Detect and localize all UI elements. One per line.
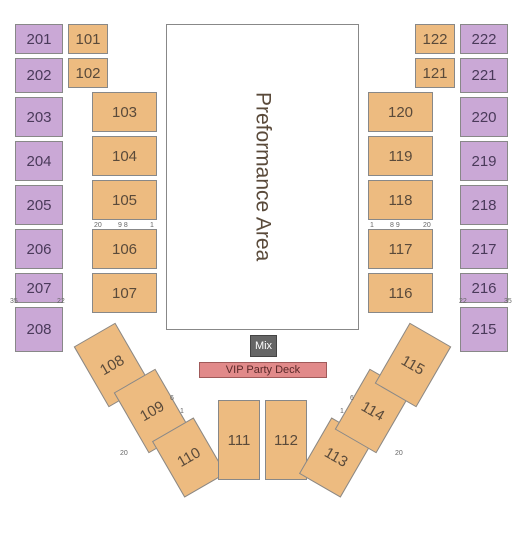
section-204[interactable]: 204 — [15, 141, 63, 181]
row-marker: 1 — [180, 408, 184, 415]
section-117[interactable]: 117 — [368, 229, 433, 269]
section-104[interactable]: 104 — [92, 136, 157, 176]
row-marker: 35 — [10, 298, 18, 305]
section-101[interactable]: 101 — [68, 24, 108, 54]
row-marker: 20 — [423, 222, 431, 229]
section-111[interactable]: 111 — [218, 400, 260, 480]
section-120[interactable]: 120 — [368, 92, 433, 132]
performance-area-label: Preformance Area — [251, 92, 275, 261]
section-218[interactable]: 218 — [460, 185, 508, 225]
section-116[interactable]: 116 — [368, 273, 433, 313]
seating-chart: Preformance Area Mix VIP Party Deck 201 … — [0, 0, 525, 540]
row-marker: 1 — [340, 408, 344, 415]
performance-area: Preformance Area — [166, 24, 359, 330]
section-122[interactable]: 122 — [415, 24, 455, 54]
row-marker: 20 — [94, 222, 102, 229]
section-220[interactable]: 220 — [460, 97, 508, 137]
section-221[interactable]: 221 — [460, 58, 508, 93]
row-marker: 6 — [350, 395, 354, 402]
section-217[interactable]: 217 — [460, 229, 508, 269]
row-marker: 22 — [459, 298, 467, 305]
section-205[interactable]: 205 — [15, 185, 63, 225]
row-marker: 20 — [120, 450, 128, 457]
mix-booth: Mix — [250, 335, 277, 357]
section-215[interactable]: 215 — [460, 307, 508, 352]
section-119[interactable]: 119 — [368, 136, 433, 176]
section-201[interactable]: 201 — [15, 24, 63, 54]
section-118[interactable]: 118 — [368, 180, 433, 220]
section-106[interactable]: 106 — [92, 229, 157, 269]
row-marker: 6 — [170, 395, 174, 402]
vip-party-deck: VIP Party Deck — [199, 362, 327, 378]
row-marker: 22 — [57, 298, 65, 305]
section-206[interactable]: 206 — [15, 229, 63, 269]
row-marker: 20 — [395, 450, 403, 457]
row-marker: 8 9 — [390, 222, 400, 229]
section-102[interactable]: 102 — [68, 58, 108, 88]
row-marker: 1 — [370, 222, 374, 229]
section-107[interactable]: 107 — [92, 273, 157, 313]
section-216[interactable]: 216 — [460, 273, 508, 303]
section-207[interactable]: 207 — [15, 273, 63, 303]
section-105[interactable]: 105 — [92, 180, 157, 220]
row-marker: 9 8 — [118, 222, 128, 229]
row-marker: 35 — [504, 298, 512, 305]
section-202[interactable]: 202 — [15, 58, 63, 93]
section-222[interactable]: 222 — [460, 24, 508, 54]
section-208[interactable]: 208 — [15, 307, 63, 352]
section-203[interactable]: 203 — [15, 97, 63, 137]
section-219[interactable]: 219 — [460, 141, 508, 181]
row-marker: 1 — [150, 222, 154, 229]
section-121[interactable]: 121 — [415, 58, 455, 88]
section-103[interactable]: 103 — [92, 92, 157, 132]
